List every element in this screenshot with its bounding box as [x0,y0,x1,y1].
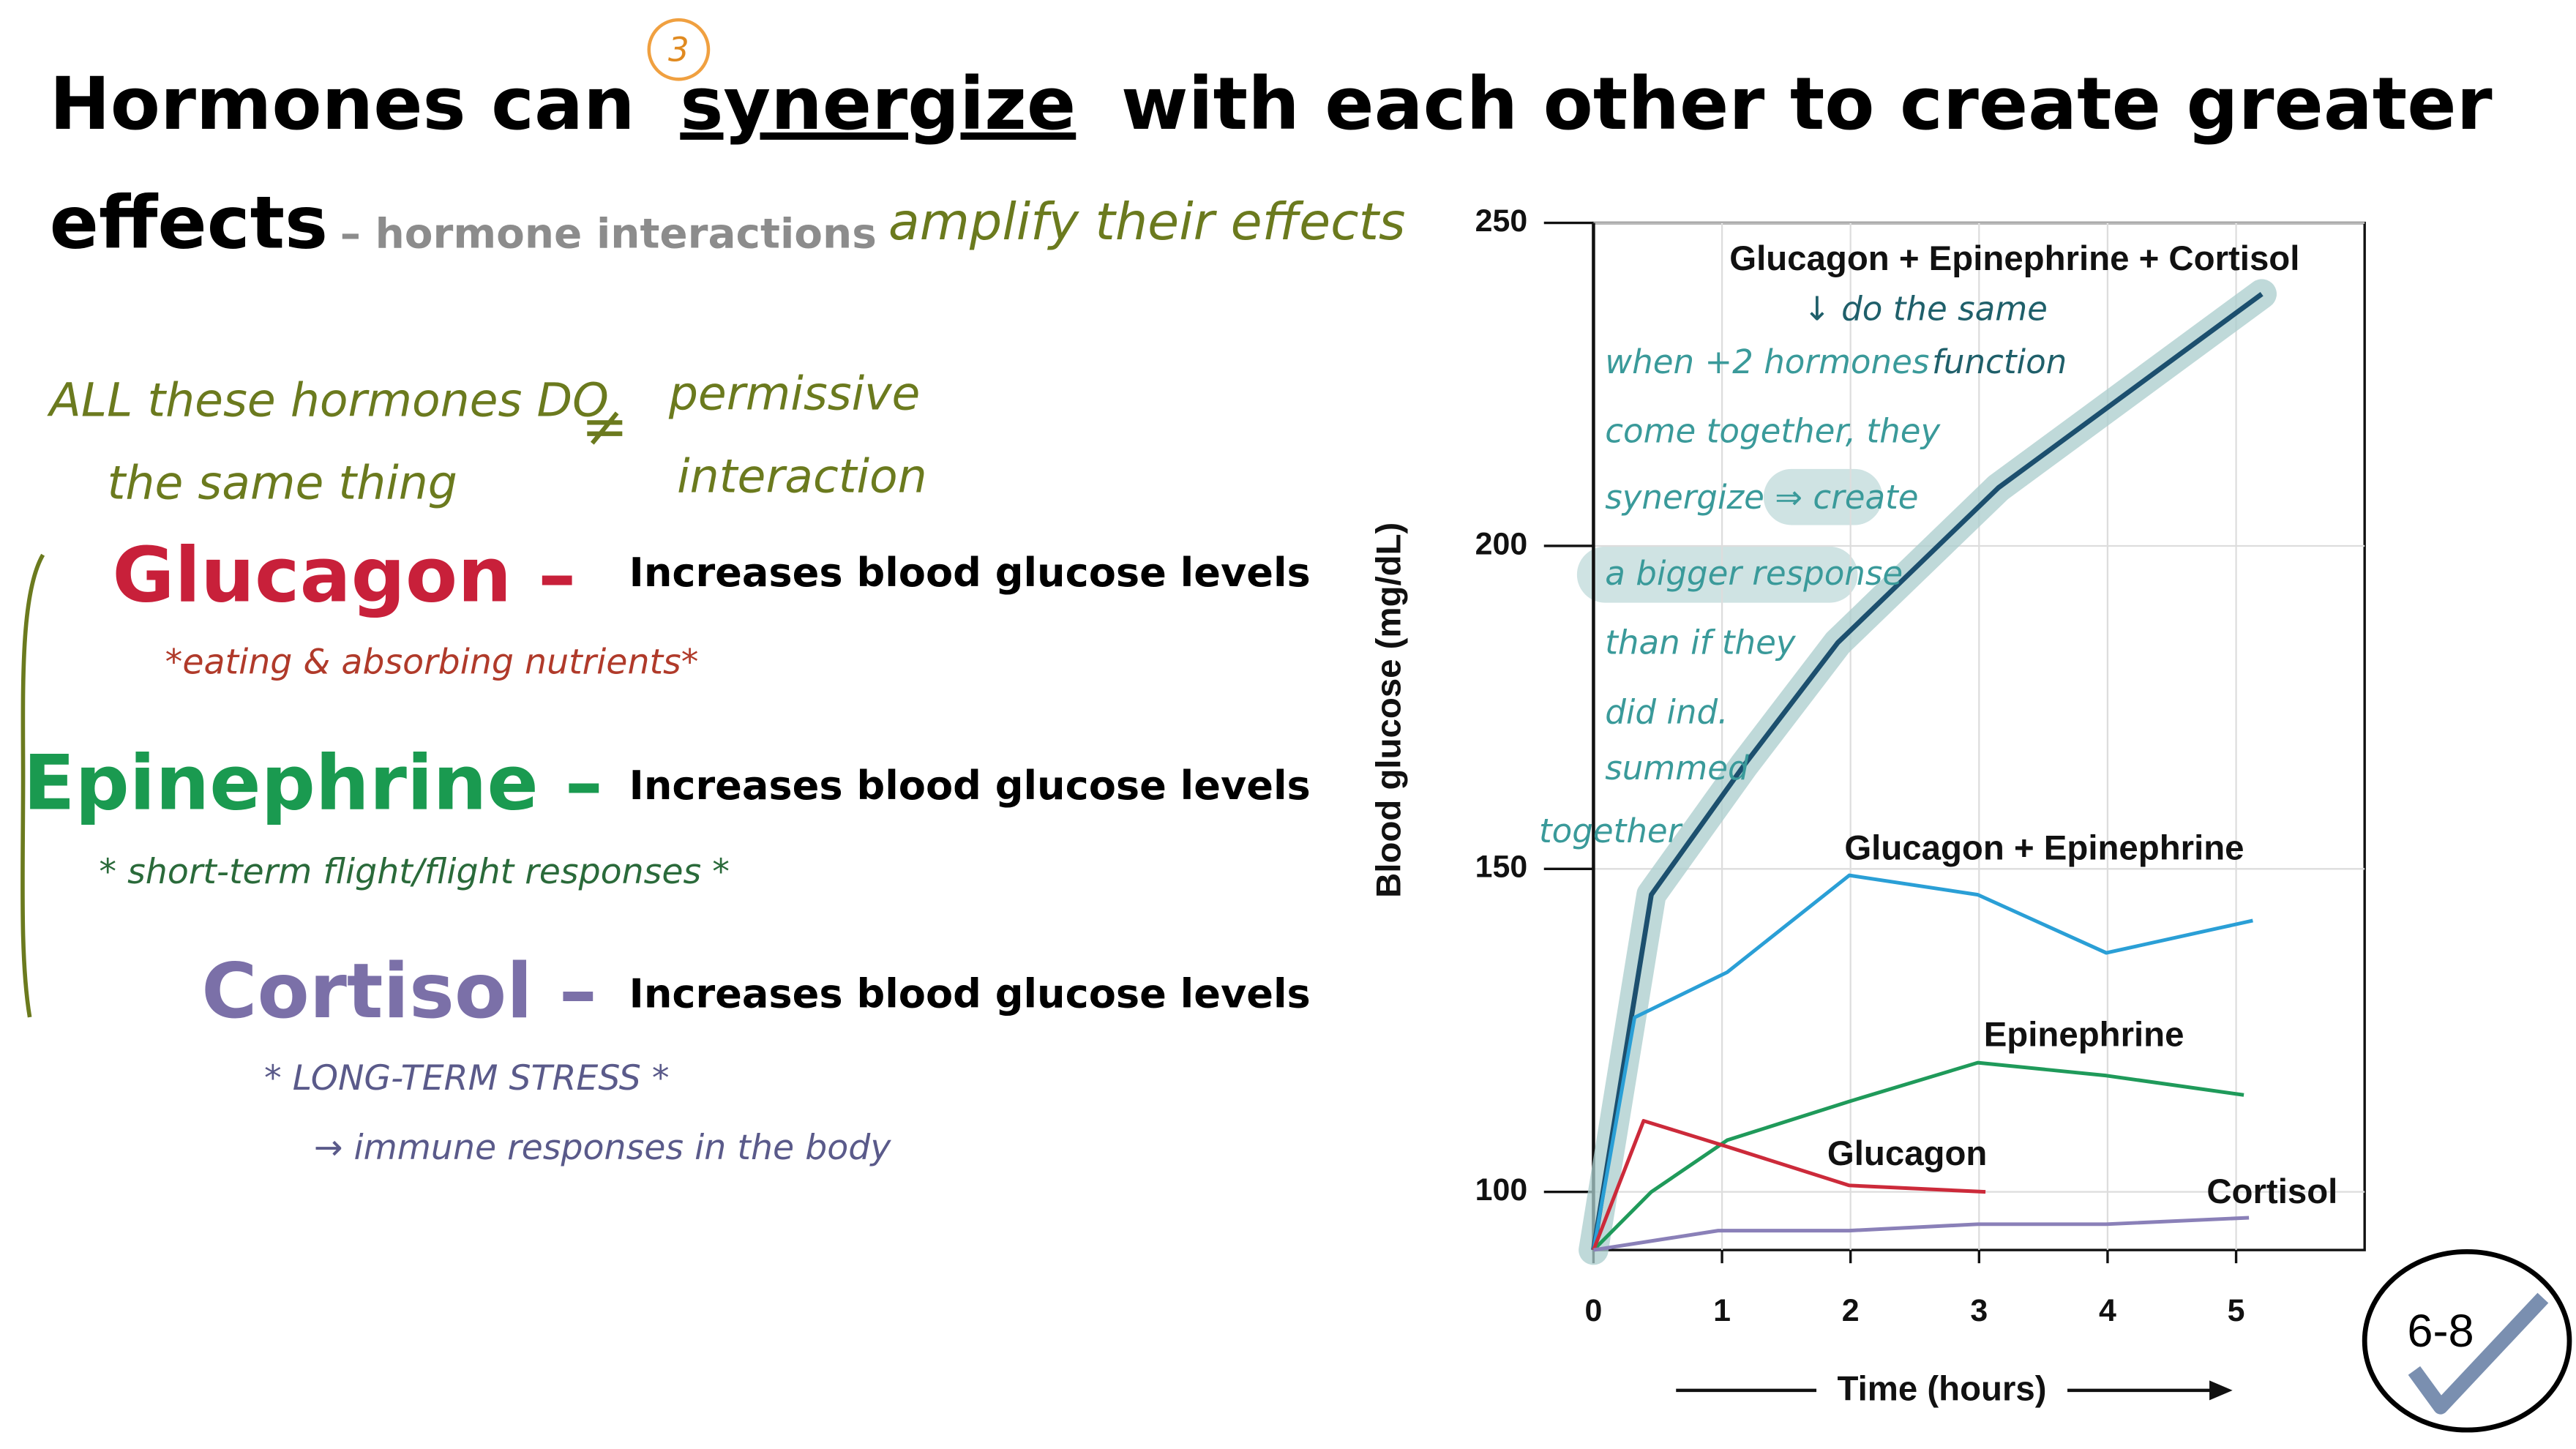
annotation: summed [1605,749,1749,787]
badge-label: 6-8 [2407,1306,2474,1357]
series-line [1592,1060,2244,1251]
y-axis-label: Blood glucose (mg/dL) [1369,523,1408,898]
hormone-name: Glucagon – [112,531,576,619]
check-mark [2408,1292,2549,1415]
bracket [20,553,45,1018]
annotation: ↓ do the same [1803,290,2048,329]
annotation: function [1932,342,2067,381]
hormone-note: → immune responses in the body [314,1128,892,1168]
title-emphasis: synergize [680,62,1076,146]
amplify-note: amplify their effects [888,192,1406,252]
subtitle: – hormone interactions [340,210,877,258]
y-tick-label: 200 [1475,526,1528,561]
hormone-name: Epinephrine – [23,740,603,828]
annotation: than if they [1605,624,1797,662]
permissive-2: interaction [677,449,927,503]
annotation: did ind. [1605,692,1728,731]
title-line-2: effects [50,181,328,265]
hormone-effect: Increases blood glucose levels [629,763,1311,809]
hormone-note: *eating & absorbing nutrients* [165,643,699,683]
annotation: together [1539,812,1683,850]
y-tick-label: 250 [1475,203,1528,239]
x-tick-label: 5 [2228,1293,2245,1328]
series-label: Epinephrine [1984,1016,2184,1055]
hormone-note: * short-term flight/flight responses * [99,852,730,892]
series-line [1592,1119,1986,1251]
hormone-effect: Increases blood glucose levels [629,550,1311,596]
y-tick-label: 150 [1475,850,1528,885]
series-line [1591,873,2253,1251]
highlight [1763,468,1883,525]
annotation: synergize ⇒ create [1605,478,1918,517]
hormone-note: * LONG-TERM STRESS * [264,1058,670,1098]
x-tick-label: 2 [1842,1293,1860,1328]
permissive-1: permissive [668,367,921,421]
x-tick-label: 1 [1713,1293,1731,1328]
y-tick-label: 100 [1475,1172,1528,1208]
same-thing-2: the same thing [108,455,457,509]
highlight [1576,546,1858,603]
step-number: 3 [668,30,689,69]
chart [1543,221,2366,1265]
x-tick-label: 0 [1585,1293,1603,1328]
series-label: Glucagon + Epinephrine [1844,829,2244,868]
hormone-effect: Increases blood glucose levels [629,970,1311,1016]
title-start: Hormones can [50,62,635,146]
annotation: when +2 hormones [1605,342,1929,381]
series-label: Glucagon + Epinephrine + Cortisol [1729,239,2299,278]
x-axis-label: Time (hours) [1838,1369,2047,1408]
annotation: come together, they [1605,412,1941,451]
series-label: Cortisol [2206,1172,2337,1211]
x-tick-label: 3 [1970,1293,1988,1328]
x-tick-label: 4 [2099,1293,2116,1328]
same-thing-1: ALL these hormones DO [47,373,609,427]
hormone-name: Cortisol – [201,948,596,1036]
title-end: with each other to create greater [1121,62,2493,146]
arrow-head [2209,1380,2233,1401]
series-label: Glucagon [1827,1134,1987,1173]
annotation: a bigger response [1605,554,1903,593]
series-line [1593,1216,2250,1252]
step-circle [647,18,711,81]
series-line [1591,291,2264,1251]
title-line-1: Hormones can synergize with each other t… [50,62,2493,146]
not-equal: ≠ [581,394,628,460]
